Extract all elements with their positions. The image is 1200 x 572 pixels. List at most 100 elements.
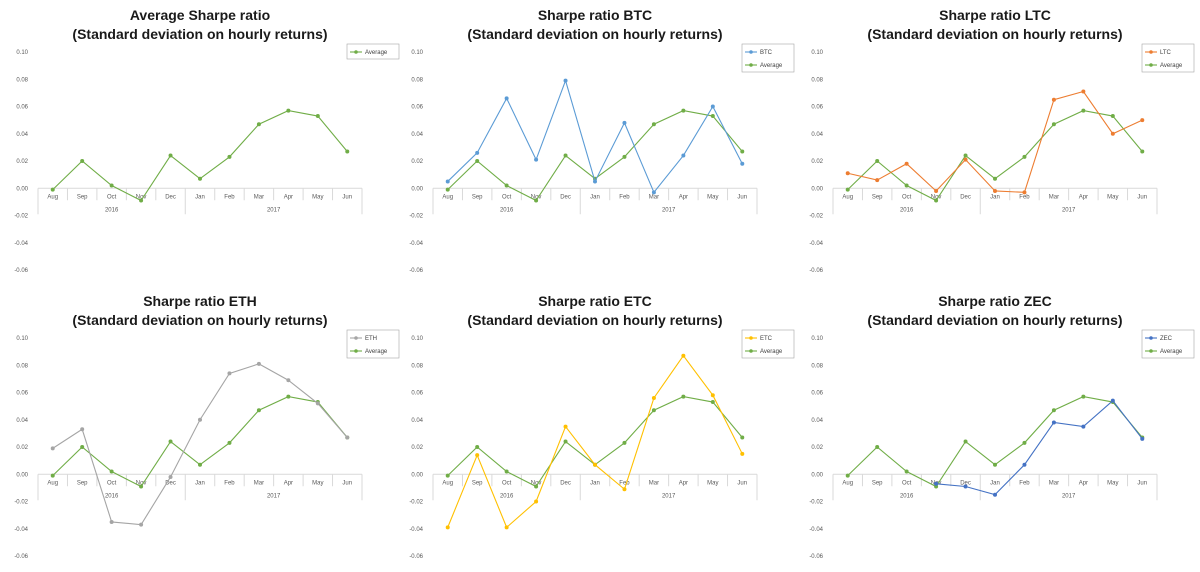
chart-title-line: Sharpe ratio ETH bbox=[143, 293, 257, 309]
x-group-label: 2017 bbox=[662, 493, 676, 499]
data-point-average bbox=[109, 183, 114, 188]
x-tick-label: Aug bbox=[842, 194, 853, 200]
y-tick-label: -0.04 bbox=[809, 527, 823, 533]
y-tick-label: 0.06 bbox=[811, 391, 823, 397]
y-tick-label: 0.08 bbox=[411, 77, 423, 83]
x-tick-label: Jan bbox=[990, 480, 1000, 486]
y-tick-label: 0.10 bbox=[411, 336, 423, 342]
data-point-average bbox=[1081, 394, 1086, 399]
x-tick-label: Jun bbox=[737, 480, 747, 486]
legend-box bbox=[346, 43, 400, 60]
data-point-average bbox=[198, 462, 202, 467]
y-tick-label: 0.06 bbox=[411, 105, 423, 111]
data-point-average bbox=[286, 394, 291, 399]
x-tick-label: Apr bbox=[679, 194, 688, 200]
x-tick-label: Feb bbox=[619, 480, 630, 486]
x-tick-label: Aug bbox=[47, 480, 58, 486]
data-point-average bbox=[651, 122, 656, 127]
series-line-etc bbox=[447, 354, 743, 529]
x-tick-label: Apr bbox=[1079, 194, 1088, 200]
series-line-average bbox=[447, 110, 743, 202]
data-point-average bbox=[1081, 108, 1086, 113]
legend-swatch-marker bbox=[1149, 63, 1153, 67]
x-tick-label: Feb bbox=[224, 480, 235, 486]
data-point-ltc bbox=[1081, 89, 1086, 94]
y-tick-label: -0.06 bbox=[409, 554, 423, 560]
data-point-ltc bbox=[1051, 97, 1056, 102]
x-tick-label: Oct bbox=[502, 194, 512, 200]
legend-swatch-marker bbox=[749, 349, 753, 353]
chart-title-line: Average Sharpe ratio bbox=[129, 7, 271, 23]
legend-box bbox=[741, 43, 795, 73]
data-point-average bbox=[504, 183, 509, 188]
data-point-btc bbox=[651, 190, 656, 195]
y-tick-label: -0.02 bbox=[409, 214, 423, 220]
x-tick-label: Jan bbox=[195, 480, 205, 486]
data-point-average bbox=[475, 159, 480, 163]
legend-label: Average bbox=[365, 349, 388, 355]
data-point-average bbox=[993, 176, 997, 181]
y-tick-label: 0.08 bbox=[811, 77, 823, 83]
data-point-zec bbox=[1081, 424, 1086, 429]
data-point-average bbox=[168, 439, 173, 444]
line-chart-etc: 0.10 0.08 0.06 0.04 0.02 0.00 -0.02 -0.04 -0.06 A… bbox=[409, 329, 795, 560]
x-tick-label: Sep bbox=[77, 480, 88, 486]
series-line-average bbox=[847, 396, 1143, 488]
legend-box bbox=[741, 329, 795, 359]
x-tick-label: Dec bbox=[960, 194, 971, 200]
legend-label: Average bbox=[1160, 349, 1183, 355]
x-tick-label: Feb bbox=[224, 194, 235, 200]
y-tick-label: -0.02 bbox=[409, 500, 423, 506]
x-tick-label: May bbox=[707, 194, 718, 200]
x-tick-label: Jun bbox=[1137, 194, 1147, 200]
data-point-ltc bbox=[1022, 190, 1027, 195]
data-point-etc bbox=[681, 353, 686, 358]
x-tick-label: May bbox=[1107, 480, 1118, 486]
legend-box bbox=[1141, 329, 1195, 359]
data-point-zec bbox=[1051, 420, 1056, 425]
data-point-eth bbox=[168, 474, 173, 479]
y-tick-label: 0.04 bbox=[411, 132, 423, 138]
x-tick-label: Jan bbox=[590, 480, 600, 486]
x-tick-label: Jun bbox=[737, 194, 747, 200]
data-point-average bbox=[1110, 114, 1115, 119]
y-tick-label: 0.00 bbox=[16, 186, 28, 192]
legend-swatch-marker bbox=[749, 50, 753, 54]
y-tick-label: 0.02 bbox=[811, 445, 823, 451]
data-point-etc bbox=[710, 393, 715, 398]
data-point-average bbox=[168, 153, 173, 158]
chart-title: Sharpe ratio LTC (Standard deviation on h… bbox=[795, 6, 1195, 44]
legend-box bbox=[346, 329, 400, 359]
x-tick-label: Dec bbox=[165, 194, 176, 200]
chart-panel-eth: Sharpe ratio ETH (Standard deviation on h… bbox=[0, 286, 400, 572]
chart-panel-zec: Sharpe ratio ZEC (Standard deviation on h… bbox=[795, 286, 1195, 572]
series-line-average bbox=[847, 110, 1143, 202]
legend-swatch-marker bbox=[749, 336, 753, 340]
legend-swatch-marker bbox=[1149, 336, 1153, 340]
x-tick-label: Mar bbox=[254, 194, 264, 200]
data-point-ltc bbox=[875, 178, 880, 183]
data-point-average bbox=[845, 187, 850, 192]
data-point-average bbox=[875, 159, 880, 163]
x-tick-label: Oct bbox=[902, 194, 912, 200]
series-line-average bbox=[52, 396, 348, 488]
data-point-average bbox=[315, 114, 320, 119]
y-tick-label: -0.02 bbox=[14, 214, 28, 220]
data-point-average bbox=[622, 154, 627, 159]
chart-subtitle-line: (Standard deviation on hourly returns) bbox=[72, 312, 328, 328]
legend-label: ETC bbox=[760, 336, 773, 342]
y-tick-label: 0.02 bbox=[811, 159, 823, 165]
data-point-average bbox=[710, 114, 715, 119]
legend-swatch-marker bbox=[354, 349, 358, 353]
data-point-ltc bbox=[963, 157, 968, 162]
y-tick-label: 0.04 bbox=[16, 418, 28, 424]
y-tick-label: 0.04 bbox=[16, 132, 28, 138]
y-tick-label: -0.06 bbox=[14, 554, 28, 560]
chart-title: Sharpe ratio ETH (Standard deviation on h… bbox=[0, 292, 400, 330]
chart-title: Sharpe ratio BTC (Standard deviation on h… bbox=[395, 6, 795, 44]
x-tick-label: Nov bbox=[931, 194, 942, 200]
data-point-btc bbox=[534, 157, 539, 162]
data-point-etc bbox=[475, 453, 480, 458]
x-group-label: 2016 bbox=[900, 207, 914, 213]
